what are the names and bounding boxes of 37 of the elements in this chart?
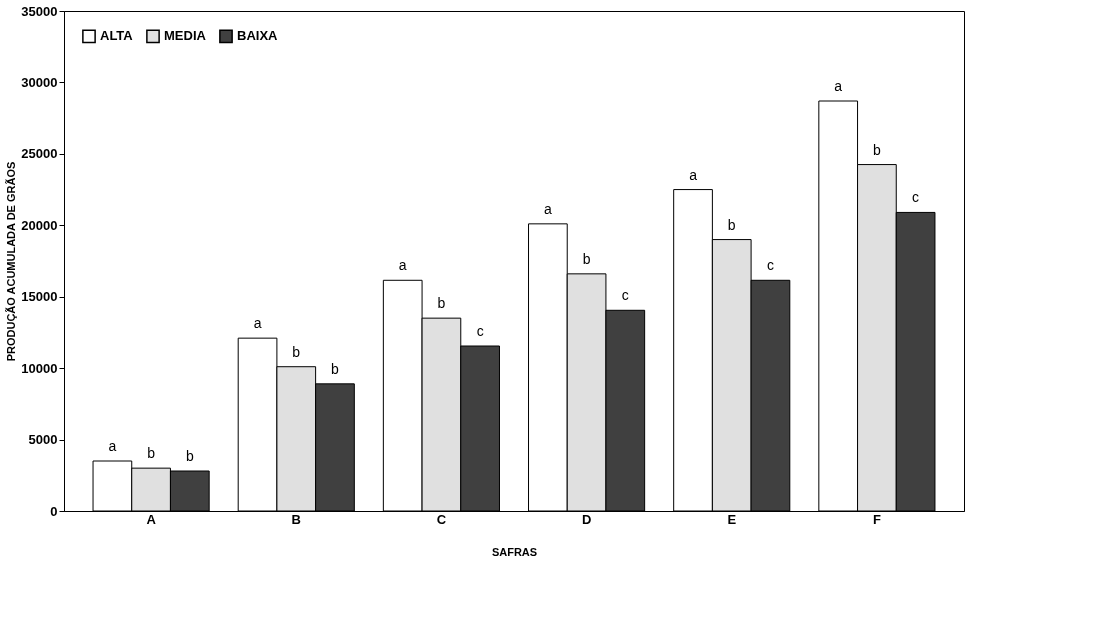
data-label: a: [108, 438, 117, 454]
data-label: a: [543, 200, 552, 217]
data-label: b: [331, 360, 340, 377]
data-label: b: [185, 448, 194, 464]
x-tick-label: E: [727, 511, 737, 527]
x-tick-label: A: [146, 511, 157, 527]
data-label: b: [873, 141, 881, 158]
y-tick-label: 30000: [21, 74, 58, 90]
x-axis-title: SAFRAS: [491, 545, 538, 558]
data-label: c: [476, 323, 484, 339]
x-tick-label: D: [581, 511, 592, 527]
data-label: b: [147, 445, 156, 462]
y-tick-label: 10000: [21, 360, 58, 376]
y-tick-label: 15000: [21, 289, 58, 305]
data-label: b: [727, 216, 736, 233]
x-tick-label: B: [291, 511, 301, 527]
data-label: c: [766, 257, 774, 274]
data-label: b: [292, 343, 301, 360]
y-tick-label: 20000: [21, 217, 58, 233]
y-tick-label: 35000: [21, 3, 58, 19]
y-tick-label: 0: [50, 503, 58, 519]
y-axis-title: PRODUÇÃO ACUMULADA DE GRÃOS: [5, 161, 18, 362]
data-label: a: [253, 315, 262, 332]
x-tick-label: F: [872, 511, 881, 527]
data-label: c: [912, 189, 920, 206]
data-label: a: [834, 78, 843, 94]
legend-label: ALTA: [100, 28, 134, 44]
data-label: b: [437, 295, 446, 312]
legend-label: MEDIA: [164, 28, 207, 44]
legend-label: BAIXA: [237, 28, 279, 44]
data-label: b: [582, 250, 591, 267]
data-label: c: [621, 287, 629, 304]
data-label: a: [398, 257, 407, 274]
y-tick-label: 5000: [28, 432, 58, 448]
data-label: a: [689, 166, 698, 183]
x-tick-label: C: [436, 511, 447, 527]
y-tick-label: 25000: [21, 146, 58, 162]
